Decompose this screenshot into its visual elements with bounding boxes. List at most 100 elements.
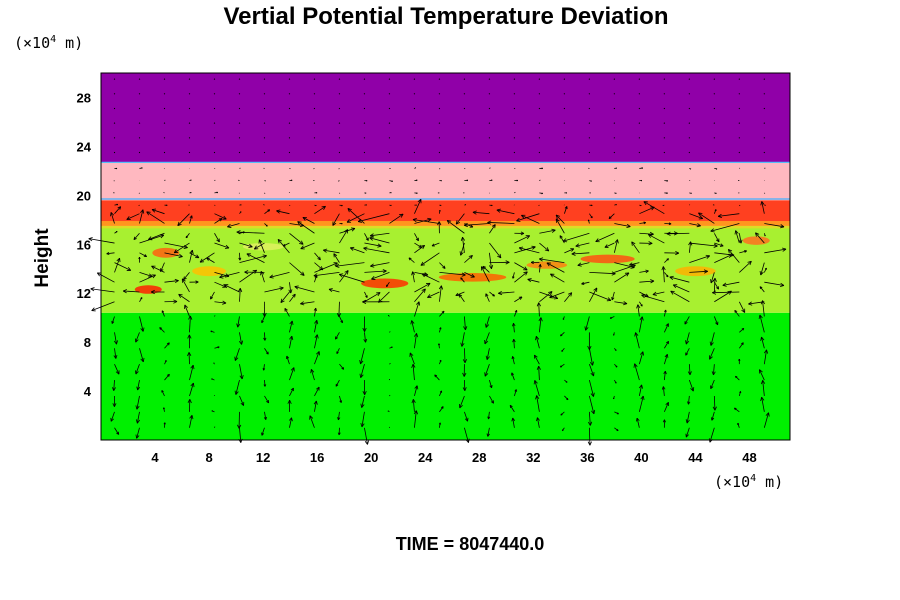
- wind-vector: [664, 250, 680, 256]
- wind-vector: [485, 348, 490, 360]
- wind-vector: [184, 304, 190, 317]
- wind-vector: [589, 364, 595, 377]
- calm-vector-dot: [538, 137, 540, 139]
- calm-vector-dot: [413, 78, 416, 80]
- wind-vector: [484, 332, 490, 345]
- wind-vector: [189, 364, 195, 381]
- wind-vector: [414, 179, 418, 182]
- wind-vector: [114, 363, 120, 375]
- wind-vector: [487, 220, 515, 225]
- wind-vector: [236, 230, 265, 235]
- wind-vector: [536, 365, 541, 381]
- calm-vector-dot: [763, 78, 765, 80]
- wind-vector: [411, 363, 416, 381]
- wind-vector: [538, 317, 543, 333]
- calm-vector-dot: [438, 137, 441, 139]
- wind-vector: [112, 395, 117, 407]
- calm-vector-dot: [188, 107, 191, 110]
- wind-vector: [289, 223, 305, 228]
- wind-vector: [148, 232, 165, 241]
- wind-vector: [685, 332, 690, 345]
- wind-vector: [414, 385, 419, 397]
- wind-vector: [760, 396, 765, 412]
- wind-vector: [459, 395, 465, 409]
- wind-vector: [489, 260, 510, 265]
- calm-vector-dot: [688, 122, 690, 124]
- wind-vector: [439, 327, 442, 333]
- wind-vector: [114, 262, 132, 271]
- wind-vector: [214, 191, 218, 194]
- calm-vector-dot: [638, 78, 640, 80]
- wind-vector: [188, 315, 193, 333]
- wind-vector: [629, 262, 640, 267]
- wind-vector: [284, 308, 290, 317]
- wind-vector: [90, 287, 115, 293]
- wind-vector: [309, 415, 315, 428]
- wind-vector: [708, 348, 715, 360]
- wind-vector: [464, 179, 469, 182]
- calm-vector-dot: [638, 137, 640, 139]
- wind-vector: [414, 167, 417, 169]
- wind-vector: [164, 373, 170, 381]
- wind-vector: [357, 213, 390, 223]
- calm-vector-dot: [663, 151, 665, 154]
- wind-vector: [664, 179, 668, 182]
- wind-vector: [539, 291, 559, 300]
- wind-vector: [672, 284, 690, 293]
- wind-vector: [521, 214, 540, 224]
- calm-vector-dot: [713, 107, 715, 110]
- wind-vector: [335, 379, 340, 387]
- calm-vector-dot: [538, 78, 540, 80]
- wind-vector: [759, 262, 765, 276]
- wind-vector: [126, 213, 140, 220]
- wind-vector: [633, 363, 640, 381]
- wind-vector: [764, 281, 785, 287]
- calm-vector-dot: [513, 93, 516, 95]
- x-tick-label: 36: [580, 450, 594, 465]
- calm-vector-dot: [388, 107, 391, 110]
- x-tick-label: 12: [256, 450, 270, 465]
- calm-vector-dot: [438, 93, 441, 95]
- wind-vector: [289, 387, 294, 397]
- calm-vector-dot: [263, 122, 266, 124]
- wind-vector: [614, 192, 617, 194]
- x-axis-unit: (×104 m): [714, 473, 783, 491]
- wind-vector: [236, 316, 241, 328]
- wind-vector: [114, 257, 121, 273]
- wind-vector: [460, 277, 465, 283]
- calm-vector-dot: [463, 107, 466, 110]
- wind-vector: [636, 304, 641, 317]
- hot-spot-4: [361, 278, 409, 289]
- x-tick-label: 44: [688, 450, 703, 465]
- wind-vector: [237, 411, 242, 429]
- calm-vector-dot: [288, 122, 291, 124]
- calm-vector-dot: [413, 107, 416, 110]
- wind-vector: [539, 242, 550, 252]
- hot-spot-10: [742, 236, 770, 245]
- calm-vector-dot: [613, 151, 615, 154]
- calm-vector-dot: [438, 78, 441, 80]
- wind-vector: [487, 411, 491, 420]
- calm-vector-dot: [488, 107, 491, 110]
- calm-vector-dot: [288, 151, 291, 154]
- calm-vector-dot: [263, 137, 266, 139]
- wind-vector: [464, 204, 467, 206]
- wind-vector: [189, 192, 192, 194]
- wind-vector: [338, 168, 340, 170]
- wind-vector: [239, 364, 244, 380]
- wind-vector: [187, 399, 192, 412]
- wind-vector: [511, 417, 516, 428]
- wind-vector: [302, 216, 315, 224]
- wind-vector: [755, 232, 765, 244]
- wind-vector: [133, 232, 140, 241]
- wind-vector: [314, 319, 319, 333]
- wind-vector: [489, 224, 496, 234]
- wind-vector: [239, 395, 245, 406]
- calm-vector-dot: [288, 93, 291, 95]
- calm-vector-dot: [213, 107, 216, 110]
- wind-vector: [514, 191, 516, 194]
- chart-title: Vertial Potential Temperature Deviation: [223, 3, 668, 30]
- wind-vector: [535, 395, 540, 412]
- calm-vector-dot: [463, 151, 466, 154]
- hot-spot-1: [134, 285, 162, 294]
